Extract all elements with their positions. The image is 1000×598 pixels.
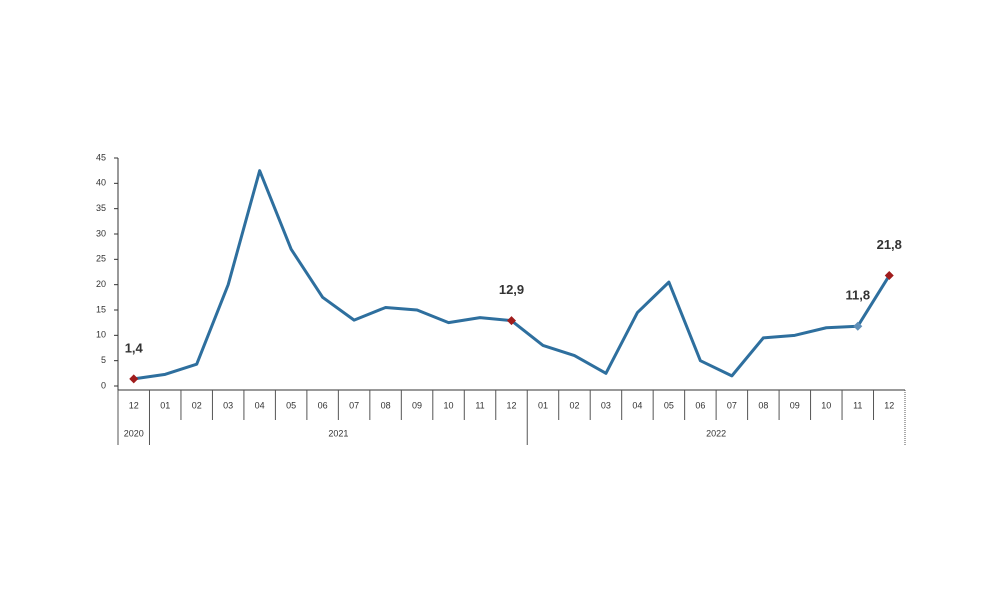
x-tick-label: 10 (821, 400, 831, 410)
x-tick-label: 08 (758, 400, 768, 410)
x-tick-label: 01 (160, 400, 170, 410)
x-tick-label: 04 (255, 400, 265, 410)
year-label: 2020 (124, 428, 144, 438)
y-tick-label: 5 (101, 355, 106, 365)
point-marker (129, 374, 139, 384)
year-label: 2022 (706, 428, 726, 438)
x-tick-label: 08 (381, 400, 391, 410)
data-label: 11,8 (845, 288, 870, 303)
y-tick-label: 35 (96, 203, 106, 213)
x-tick-label: 12 (506, 400, 516, 410)
point-marker (507, 316, 516, 326)
x-tick-label: 07 (727, 400, 737, 410)
x-tick-label: 09 (790, 400, 800, 410)
x-tick-label: 07 (349, 400, 359, 410)
y-tick-label: 30 (96, 228, 106, 238)
point-marker (853, 321, 863, 331)
y-tick-label: 15 (96, 304, 106, 314)
x-tick-label: 10 (444, 400, 454, 410)
point-marker (884, 271, 894, 281)
y-tick-label: 0 (101, 380, 106, 390)
data-label: 21,8 (877, 237, 902, 252)
x-tick-label: 11 (853, 400, 862, 410)
x-tick-label: 06 (318, 400, 328, 410)
y-tick-label: 40 (96, 178, 106, 188)
x-tick-label: 09 (412, 400, 422, 410)
x-tick-label: 02 (569, 400, 579, 410)
x-tick-label: 11 (475, 400, 484, 410)
x-tick-label: 06 (695, 400, 705, 410)
x-tick-label: 05 (286, 400, 296, 410)
x-tick-label: 12 (884, 400, 894, 410)
x-tick-label: 12 (129, 400, 139, 410)
x-tick-label: 03 (601, 400, 611, 410)
x-tick-label: 02 (192, 400, 202, 410)
x-tick-label: 04 (632, 400, 642, 410)
x-tick-label: 01 (538, 400, 548, 410)
y-tick-label: 25 (96, 254, 106, 264)
data-label: 1,4 (125, 340, 144, 355)
y-tick-label: 20 (96, 279, 106, 289)
line (133, 169, 891, 381)
y-tick-label: 45 (96, 152, 106, 162)
year-label: 2021 (328, 428, 348, 438)
x-tick-label: 05 (664, 400, 674, 410)
y-tick-label: 10 (96, 330, 106, 340)
data-label: 12,9 (499, 282, 524, 297)
x-tick-label: 03 (223, 400, 233, 410)
